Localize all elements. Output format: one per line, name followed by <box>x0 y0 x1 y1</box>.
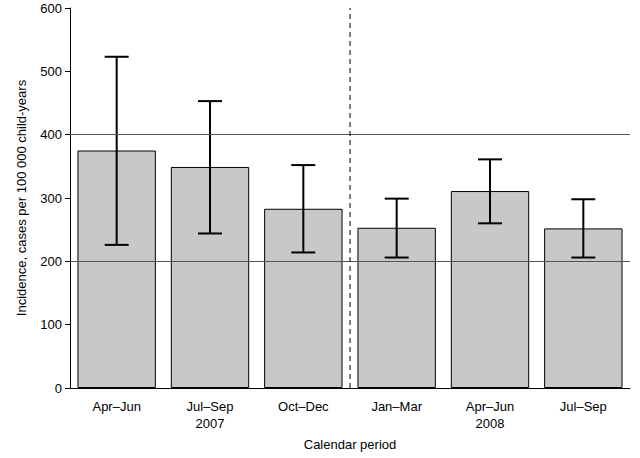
svg-text:Jul–Sep: Jul–Sep <box>560 399 607 414</box>
svg-text:200: 200 <box>40 254 62 269</box>
svg-text:Jul–Sep: Jul–Sep <box>187 399 234 414</box>
svg-text:400: 400 <box>40 127 62 142</box>
svg-text:Apr–Jun: Apr–Jun <box>92 399 140 414</box>
svg-text:300: 300 <box>40 191 62 206</box>
svg-text:100: 100 <box>40 317 62 332</box>
svg-text:Jan–Mar: Jan–Mar <box>371 399 422 414</box>
svg-text:Incidence, cases per 100 000 c: Incidence, cases per 100 000 child-years <box>14 79 29 316</box>
svg-text:Calendar period: Calendar period <box>304 437 397 452</box>
svg-text:600: 600 <box>40 1 62 16</box>
svg-text:2007: 2007 <box>196 416 225 431</box>
svg-text:0: 0 <box>55 381 62 396</box>
svg-text:2008: 2008 <box>476 416 505 431</box>
svg-text:500: 500 <box>40 64 62 79</box>
svg-text:Oct–Dec: Oct–Dec <box>278 399 329 414</box>
svg-text:Apr–Jun: Apr–Jun <box>466 399 514 414</box>
